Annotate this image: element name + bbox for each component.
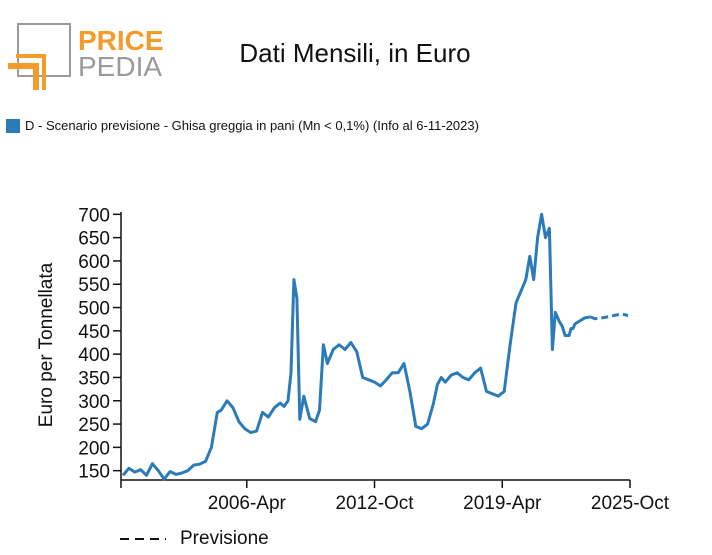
forecast-legend-label: Previsione: [180, 528, 269, 549]
x-tick-label: 2019-Apr: [463, 493, 542, 514]
y-tick-label: 150: [78, 462, 110, 483]
y-tick-label: 600: [78, 252, 110, 273]
y-tick-label: 700: [78, 205, 110, 226]
y-tick-label: 550: [78, 275, 110, 296]
y-tick-label: 350: [78, 368, 110, 389]
legend-label: D - Scenario previsione - Ghisa greggia …: [25, 118, 479, 133]
historical-series-line: [121, 212, 591, 481]
forecast-legend: Previsione: [120, 528, 269, 550]
chart-legend[interactable]: D - Scenario previsione - Ghisa greggia …: [6, 118, 479, 133]
legend-swatch: [6, 118, 20, 133]
y-tick-label: 250: [78, 415, 110, 436]
pricepedia-logo: PRICE PEDIA: [8, 23, 164, 90]
x-tick-label: 2025-Oct: [591, 493, 670, 514]
y-tick-label: 450: [78, 322, 110, 343]
y-tick-label: 650: [78, 229, 110, 250]
series-group: [121, 212, 629, 481]
x-tick-label: 2006-Apr: [208, 493, 287, 514]
chart-title: Dati Mensili, in Euro: [239, 38, 471, 68]
logo-text-price: PRICE: [78, 25, 164, 56]
y-axis-label: Euro per Tonnellata: [36, 262, 57, 427]
x-axis: 2006-Apr 2012-Oct 2019-Apr 2025-Oct: [120, 479, 670, 514]
y-tick-label: 400: [78, 345, 110, 366]
y-tick-label: 200: [78, 438, 110, 459]
forecast-series-line: [590, 312, 629, 321]
logo-text-pedia: PEDIA: [78, 51, 162, 82]
dashed-line-icon: [120, 538, 166, 540]
x-tick-label: 2012-Oct: [335, 493, 414, 514]
y-tick-label: 500: [78, 299, 110, 320]
y-tick-label: 300: [78, 392, 110, 413]
logo-orange-frame: [8, 63, 39, 90]
